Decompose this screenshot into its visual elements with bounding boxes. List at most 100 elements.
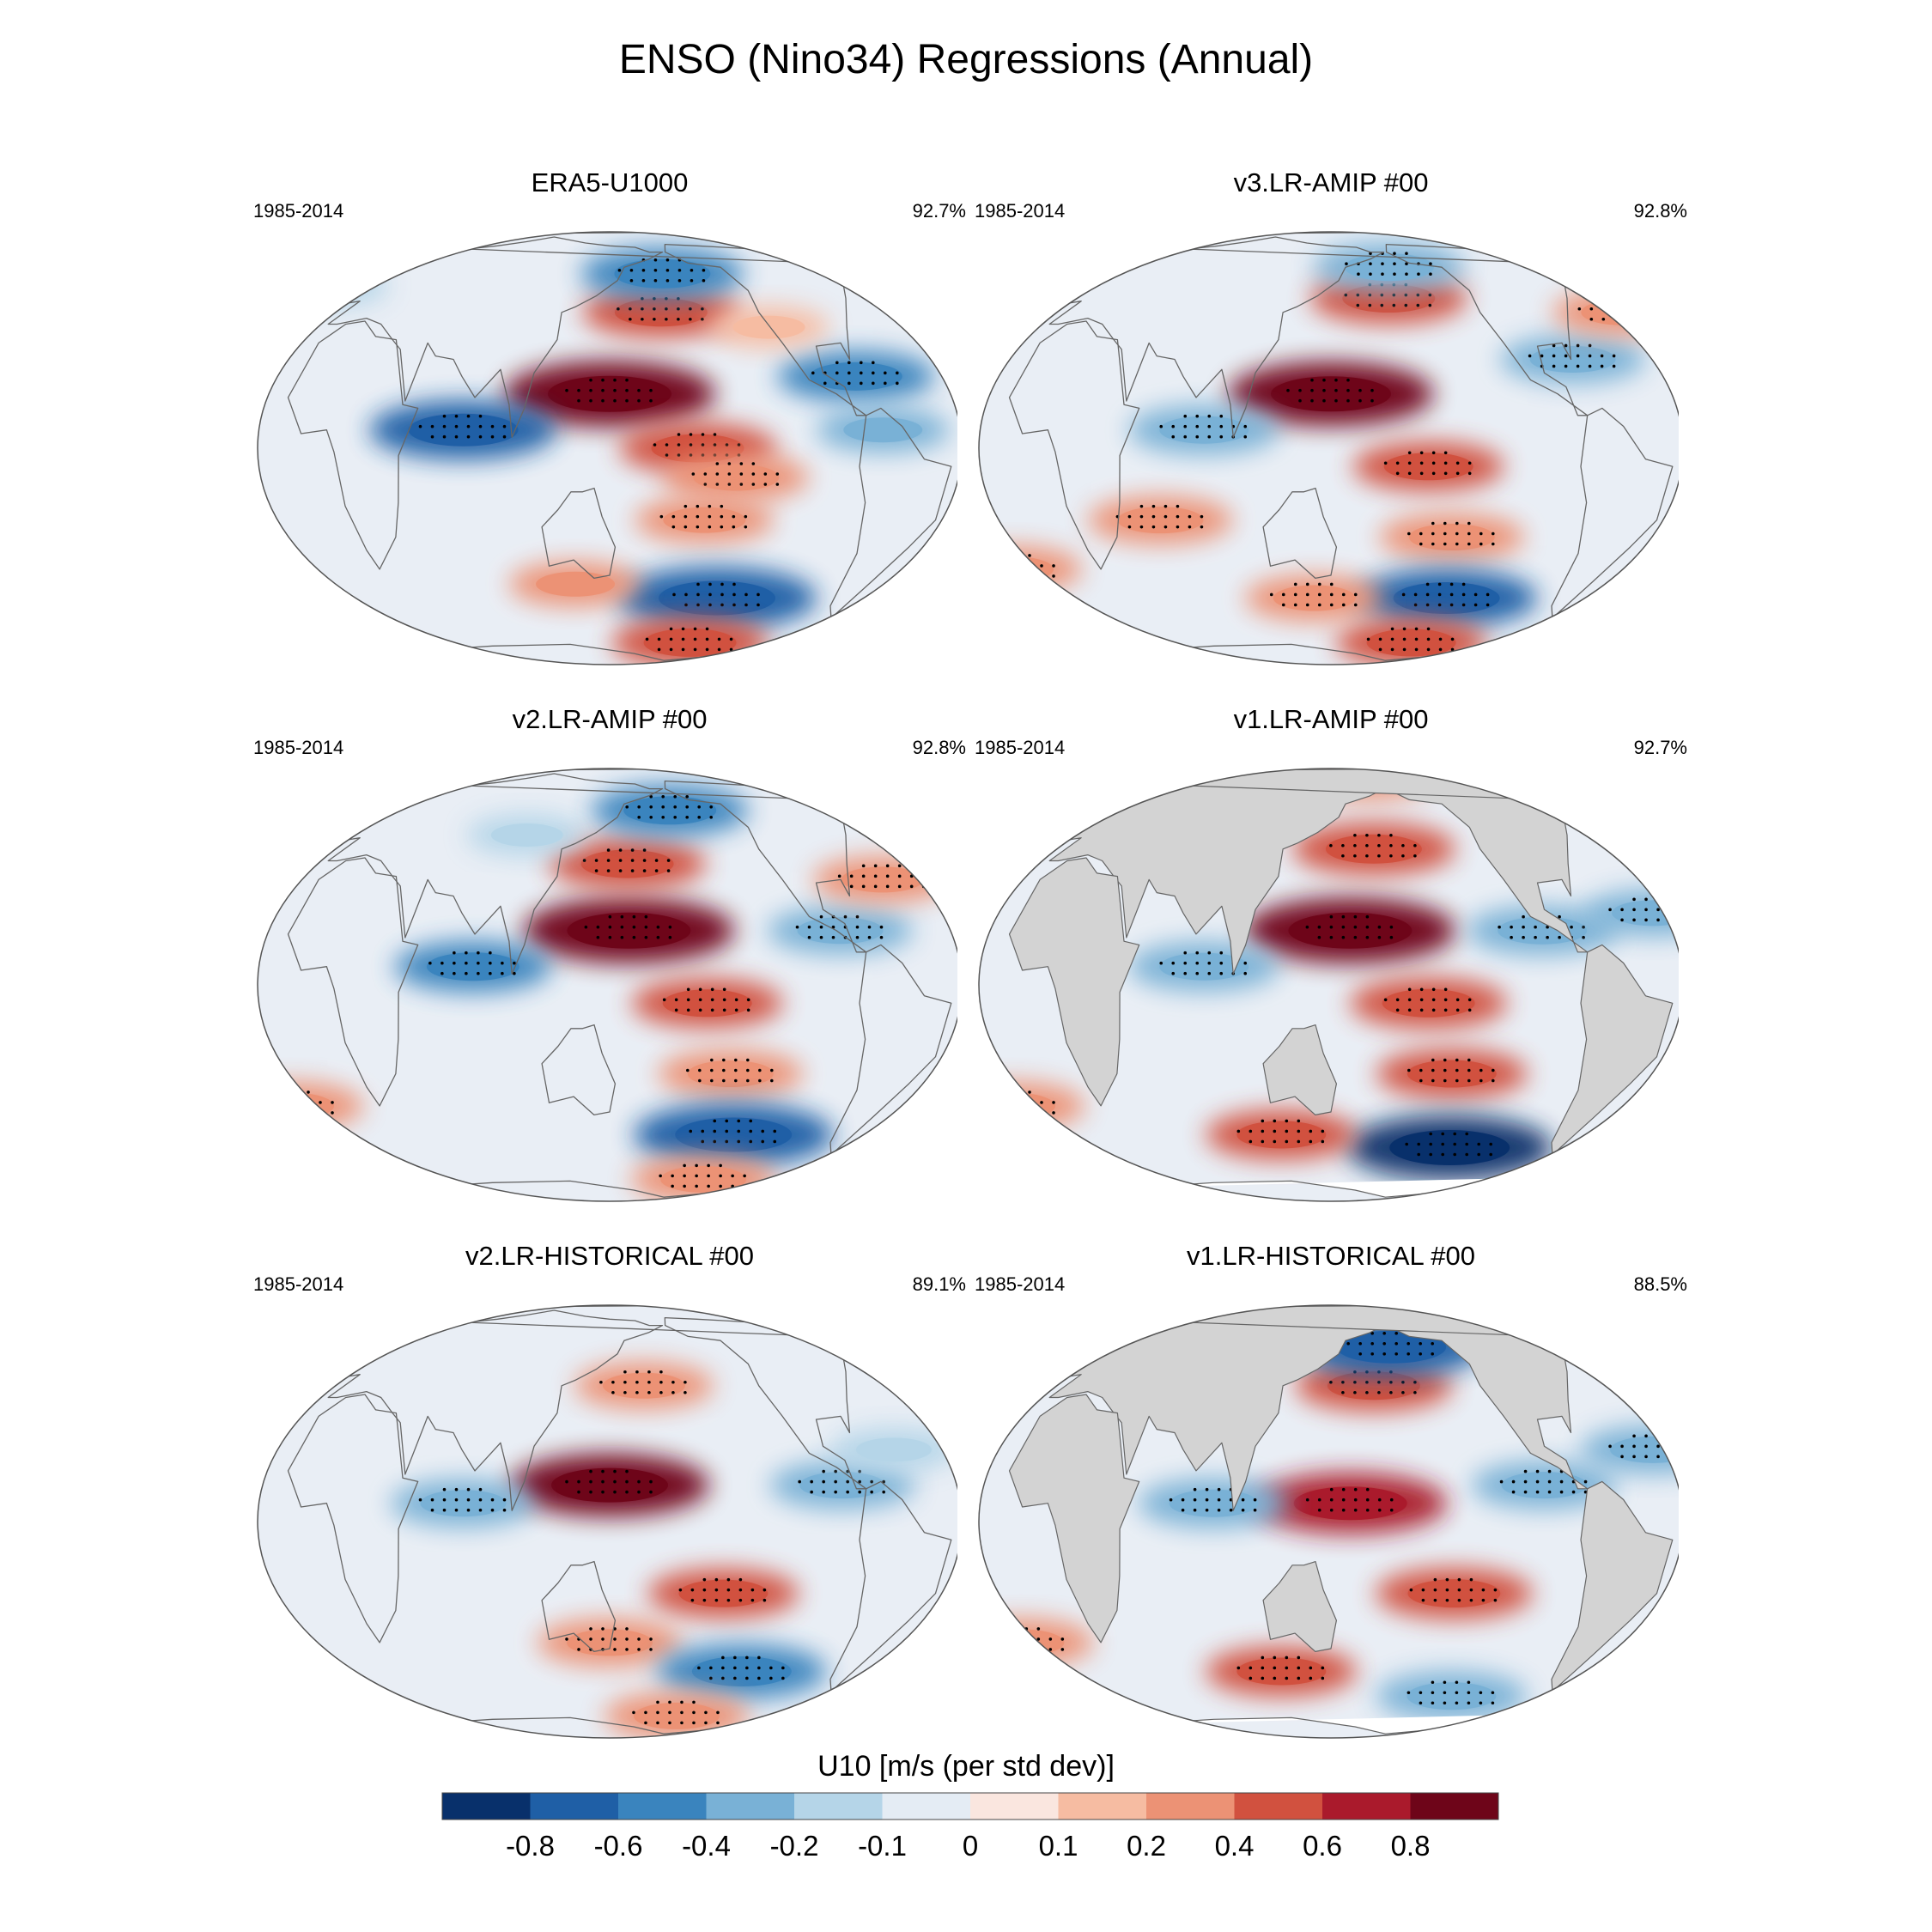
anomaly-core — [287, 273, 363, 298]
stipple-dots — [689, 1119, 777, 1144]
map-panel: v2.LR-HISTORICAL #00 1985-2014 89.1% — [253, 1241, 966, 1739]
stipple-dots — [1286, 378, 1374, 403]
anomaly-core — [643, 628, 737, 657]
anomaly-core — [1293, 1486, 1407, 1521]
map-border — [257, 231, 957, 665]
stipple-dots — [1305, 1487, 1394, 1512]
anomaly-core — [691, 1656, 792, 1686]
anomaly-core — [659, 580, 776, 616]
robinson-map — [257, 231, 957, 665]
panel-period: 1985-2014 — [975, 737, 1066, 758]
stipple-dots — [645, 627, 733, 652]
colorbar-swatch — [1322, 1793, 1411, 1820]
anomaly-core — [548, 375, 671, 412]
continent-africa — [287, 1394, 419, 1643]
anomaly-core — [1406, 1682, 1497, 1710]
anomaly-core — [551, 1467, 668, 1503]
anomaly-region — [261, 263, 389, 308]
stipple-dots — [1383, 987, 1472, 1012]
robinson-map — [257, 768, 957, 1202]
stipple-dots — [1269, 582, 1358, 607]
anomaly-core — [1236, 1657, 1327, 1686]
continent-samerica — [829, 407, 952, 619]
stipple-dots — [1407, 1058, 1495, 1083]
stipple-dots — [1401, 582, 1490, 607]
colorbar-swatch — [1058, 1793, 1147, 1820]
stipple-dots — [418, 414, 507, 439]
anomaly-core — [855, 1437, 932, 1462]
stipple-dots — [1115, 504, 1204, 529]
anomaly-core — [1389, 1130, 1510, 1166]
anomaly-core — [633, 1702, 720, 1729]
anomaly-core — [536, 571, 616, 597]
panel-percent: 92.7% — [1633, 737, 1687, 758]
colorbar-tick-label: 0.4 — [1215, 1830, 1255, 1862]
continent-australia — [541, 1560, 617, 1653]
anomaly-core — [1236, 1121, 1327, 1149]
anomaly-core — [1117, 507, 1204, 534]
continent-australia — [1262, 1024, 1337, 1115]
stipple-dots — [662, 987, 750, 1012]
map-background — [258, 769, 957, 1201]
stipple-dots — [632, 1700, 720, 1725]
map-border — [978, 768, 1679, 1202]
anomaly-core — [660, 1165, 747, 1193]
panel-period: 1985-2014 — [253, 200, 344, 222]
continent-australia — [1262, 1561, 1337, 1652]
robinson-map — [978, 768, 1679, 1202]
anomaly-core — [979, 1629, 1065, 1656]
anomaly-core — [1366, 629, 1456, 657]
anomaly-core — [408, 413, 519, 447]
panel-period: 1985-2014 — [253, 1273, 344, 1295]
anomaly-core — [580, 849, 674, 878]
panel-title: v2.LR-HISTORICAL #00 — [465, 1241, 754, 1271]
stipple-dots — [1406, 1680, 1495, 1705]
colorbar-tick-label: 0 — [963, 1830, 978, 1862]
stipple-dots — [1407, 521, 1495, 546]
anomaly-core — [420, 1490, 507, 1517]
map-border — [257, 1304, 957, 1739]
stipple-dots — [798, 1469, 885, 1494]
map-border — [978, 231, 1679, 665]
stipple-dots — [678, 1577, 767, 1602]
anomaly-core — [1288, 912, 1413, 949]
anomaly-core — [1271, 376, 1391, 412]
anomaly-core — [1382, 988, 1475, 1018]
colorbar-swatch — [794, 1793, 883, 1820]
anomaly-core — [614, 258, 711, 289]
stipple-dots — [565, 378, 653, 403]
colorbar-title: U10 [m/s (per std dev)] — [817, 1750, 1115, 1783]
colorbar-swatch — [530, 1793, 619, 1820]
stipple-dots — [1236, 1119, 1325, 1144]
stipple-dots — [625, 794, 714, 819]
stipple-dots — [1346, 1331, 1435, 1356]
anomaly-core — [799, 1472, 886, 1499]
stipple-dots — [1366, 627, 1455, 652]
continent-samerica — [1551, 944, 1674, 1156]
stipple-dots — [565, 1469, 653, 1494]
colorbar-swatch — [970, 1793, 1059, 1820]
stipple-dots — [659, 1163, 746, 1188]
map-panel: ERA5-U1000 1985-2014 92.7% — [253, 167, 966, 665]
continent-africa — [1008, 1394, 1140, 1643]
map-border — [257, 768, 957, 1202]
anomaly-core — [426, 952, 519, 981]
panel-percent: 92.8% — [1633, 200, 1687, 222]
colorbar-frame — [441, 1792, 1499, 1820]
stipple-dots — [672, 582, 760, 607]
anomaly-core — [1407, 1579, 1501, 1608]
anomaly-core — [675, 1117, 793, 1152]
stipple-dots — [1409, 1577, 1498, 1602]
colorbar-swatch — [1410, 1793, 1499, 1820]
anomaly-core — [1529, 345, 1616, 373]
stipple-dots — [1305, 914, 1394, 939]
anomaly-core — [567, 912, 691, 949]
stipple-dots — [1345, 252, 1432, 276]
anomaly-core — [678, 1579, 769, 1607]
panel-percent: 88.5% — [1633, 1273, 1687, 1295]
continent-africa — [1008, 857, 1140, 1107]
colorbar-swatch — [706, 1793, 795, 1820]
continent-samerica — [829, 1480, 952, 1692]
panel-percent: 92.7% — [912, 200, 966, 222]
anomaly-core — [979, 556, 1054, 582]
